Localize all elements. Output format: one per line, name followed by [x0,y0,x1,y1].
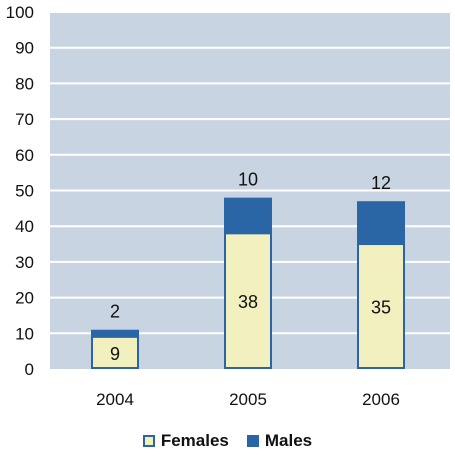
y-axis-tick-labels: 0 10 20 30 40 50 60 70 80 90 100 [6,3,34,379]
data-label-females-2005: 38 [238,292,258,312]
data-label-females-2006: 35 [371,298,391,318]
y-tick-label: 40 [15,217,34,236]
y-tick-label: 100 [6,3,34,22]
data-label-males-2005: 10 [238,170,258,190]
y-tick-label: 90 [15,39,34,58]
x-tick-label-2004: 2004 [96,390,134,409]
y-tick-label: 50 [15,182,34,201]
bar-males-2005 [224,197,272,234]
y-tick-label: 70 [15,110,34,129]
legend-swatch-males [246,435,259,447]
bars [91,197,405,369]
legend-item-females: Females [142,431,229,451]
bar-females-2005 [224,232,272,369]
data-label-females-2004: 9 [110,344,120,364]
x-tick-label-2006: 2006 [362,390,400,409]
bar-males-2006 [357,201,405,245]
bar-males-2004 [91,329,139,337]
bar-females-2006 [357,243,405,369]
bar-females-2004 [91,335,139,369]
legend-item-males: Males [246,431,313,451]
legend-label-males: Males [264,431,313,450]
x-tick-label-2005: 2005 [229,390,267,409]
legend-label-females: Females [160,431,229,450]
y-tick-label: 60 [15,146,34,165]
legend-swatch-females [142,435,155,447]
legend: Females Males [0,428,455,454]
data-label-males-2006: 12 [371,173,391,193]
y-tick-label: 0 [25,360,34,379]
y-tick-label: 80 [15,74,34,93]
data-labels: 9 2 38 10 35 12 [110,170,391,364]
y-tick-label: 10 [15,324,34,343]
y-tick-label: 30 [15,253,34,272]
x-axis-tick-labels: 2004 2005 2006 [96,390,400,409]
data-label-males-2004: 2 [110,302,120,322]
y-tick-label: 20 [15,289,34,308]
